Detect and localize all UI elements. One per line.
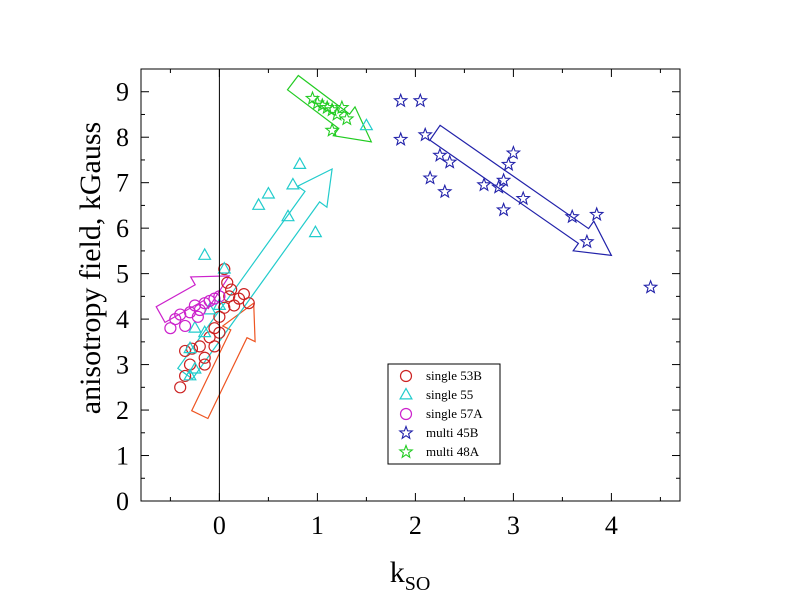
- data-point: [228, 299, 241, 312]
- data-point: [491, 179, 507, 194]
- y-tick-label: 9: [116, 78, 129, 107]
- data-point: [505, 145, 522, 160]
- data-point: [334, 99, 350, 115]
- data-point: [564, 208, 580, 224]
- legend-label: multi 45B: [426, 425, 479, 440]
- data-point: [359, 118, 374, 131]
- data-point: [642, 279, 659, 294]
- series: [174, 262, 255, 394]
- legend-label: multi 48A: [426, 444, 480, 459]
- legend-marker: [399, 369, 413, 383]
- data-point: [437, 183, 453, 199]
- data-point: [308, 224, 323, 238]
- x-tick-label: 0: [213, 511, 226, 540]
- legend-marker: [399, 407, 413, 421]
- data-point: [179, 344, 192, 358]
- data-point: [183, 368, 197, 381]
- data-point: [217, 261, 232, 274]
- y-tick-label: 0: [116, 487, 129, 516]
- data-point: [495, 201, 512, 217]
- legend-label: single 57A: [426, 406, 483, 421]
- legend-label: single 53B: [426, 368, 482, 383]
- x-tick-label: 4: [605, 511, 618, 540]
- data-point: [188, 320, 202, 333]
- x-axis-title: kSO: [390, 556, 431, 595]
- trend-arrow: [429, 124, 613, 257]
- data-point: [218, 301, 231, 314]
- x-tick-label: 3: [507, 511, 520, 540]
- y-tick-label: 7: [116, 169, 129, 198]
- axis-ticks: 0 1 2 3 4 0 1 2 3 4 5 6 7 8 9: [116, 68, 680, 540]
- data-point: [422, 170, 438, 185]
- x-tick-label: 2: [409, 511, 422, 540]
- data-point: [285, 177, 300, 190]
- data-point: [174, 308, 187, 321]
- legend-label: single 55: [426, 387, 473, 402]
- legend-items: single 53B single 55 single 57A multi 45B mu…: [398, 368, 483, 459]
- data-point: [174, 381, 187, 394]
- data-point: [197, 324, 212, 338]
- data-point: [442, 154, 458, 169]
- data-point: [432, 147, 448, 162]
- data-point: [392, 131, 409, 146]
- data-point: [179, 369, 192, 383]
- y-tick-label: 5: [116, 260, 129, 289]
- data-point: [188, 361, 202, 374]
- data-point: [225, 283, 238, 296]
- data-point: [579, 233, 595, 249]
- y-tick-label: 6: [116, 214, 129, 243]
- data-point: [183, 340, 197, 354]
- series: [392, 92, 659, 294]
- data-point: [208, 340, 221, 353]
- x-axis-title-subscript: SO: [405, 573, 431, 595]
- y-tick-label: 1: [116, 442, 129, 471]
- data-points: [164, 90, 659, 394]
- data-point: [281, 209, 295, 222]
- data-point: [242, 297, 255, 310]
- trend-arrows: [155, 74, 613, 420]
- x-axis-title-main: k: [390, 556, 405, 589]
- x-tick-label: 1: [311, 511, 324, 540]
- data-point: [329, 106, 345, 121]
- y-axis-title: anisotropy field, kGauss: [74, 122, 107, 414]
- data-point: [393, 92, 409, 108]
- data-point: [412, 92, 428, 108]
- y-tick-label: 3: [116, 351, 129, 380]
- data-point: [198, 351, 211, 364]
- data-point: [292, 156, 307, 169]
- data-point: [515, 190, 531, 206]
- y-tick-label: 4: [116, 305, 129, 334]
- legend-marker: [399, 387, 413, 400]
- data-point: [476, 176, 492, 192]
- legend: single 53B single 55 single 57A multi 45B mu…: [387, 363, 501, 465]
- data-point: [339, 110, 355, 126]
- data-point: [191, 310, 204, 323]
- data-point: [251, 197, 266, 210]
- legend-marker: [398, 424, 414, 440]
- data-point: [261, 186, 276, 199]
- series: [164, 290, 226, 335]
- data-point: [324, 122, 340, 137]
- data-point: [193, 340, 206, 353]
- data-point: [197, 247, 212, 260]
- data-point: [500, 156, 517, 172]
- data-point: [589, 206, 605, 222]
- series: [304, 90, 355, 137]
- data-point: [495, 172, 512, 187]
- plot-frame: [140, 68, 681, 502]
- y-tick-label: 8: [116, 123, 129, 152]
- data-point: [198, 358, 211, 371]
- legend-marker: [398, 443, 414, 459]
- data-point: [179, 319, 192, 333]
- trend-arrow: [176, 167, 333, 380]
- data-point: [417, 126, 433, 142]
- data-point: [221, 276, 234, 289]
- y-tick-label: 2: [116, 396, 129, 425]
